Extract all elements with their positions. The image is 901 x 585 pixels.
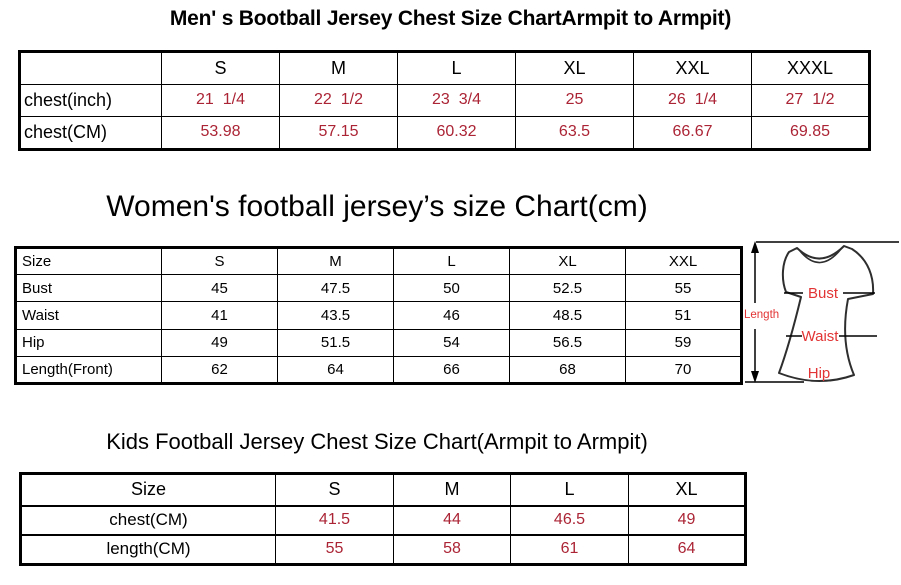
value-cell: 60.32 [397, 115, 516, 151]
bust-measure-line: Bust [784, 285, 875, 302]
header-cell: XXL [625, 246, 742, 276]
table-row: chest(CM) 41.5 44 46.5 49 [20, 504, 746, 536]
header-cell [19, 51, 162, 85]
value-cell: 21 1/4 [161, 84, 280, 117]
table-row: length(CM) 55 58 61 64 [20, 533, 746, 566]
kids-chart-title: Kids Football Jersey Chest Size Chart(Ar… [106, 429, 648, 454]
value-cell: 26 1/4 [633, 84, 752, 117]
value-cell: 63.5 [515, 115, 634, 151]
row-label-cell: chest(CM) [19, 115, 162, 151]
table-row: Hip 49 51.5 54 56.5 59 [15, 328, 742, 357]
table-header-row: Size S M L XL [20, 472, 746, 507]
header-cell: L [510, 472, 629, 507]
table-row: Waist 41 43.5 46 48.5 51 [15, 301, 742, 330]
value-cell: 25 [515, 84, 634, 117]
value-cell: 50 [393, 274, 510, 303]
value-cell: 43.5 [277, 301, 394, 330]
kids-size-table: Size S M L XL chest(CM) 41.5 44 46.5 49 … [19, 472, 747, 566]
row-label-cell: chest(inch) [19, 84, 162, 117]
value-cell: 46 [393, 301, 510, 330]
value-cell: 51 [625, 301, 742, 330]
table-row: chest(inch) 21 1/4 22 1/2 23 3/4 25 26 1… [19, 84, 870, 117]
value-cell: 58 [393, 533, 511, 566]
mens-size-table: S M L XL XXL XXXL chest(inch) 21 1/4 22 … [18, 50, 871, 151]
tshirt-diagram-svg: Bust Waist Hip Length [744, 241, 899, 383]
mens-chart-title: Men' s Bootball Jersey Chest Size ChartA… [169, 7, 732, 30]
value-cell: 53.98 [161, 115, 280, 151]
womens-size-table: Size S M L XL XXL Bust 45 47.5 50 52.5 5… [14, 246, 743, 385]
value-cell: 70 [625, 355, 742, 385]
value-cell: 59 [625, 328, 742, 357]
value-cell: 52.5 [509, 274, 626, 303]
value-cell: 56.5 [509, 328, 626, 357]
value-cell: 23 3/4 [397, 84, 516, 117]
value-cell: 49 [628, 504, 746, 536]
header-cell: S [275, 472, 394, 507]
value-cell: 69.85 [751, 115, 870, 151]
header-cell: M [393, 472, 511, 507]
value-cell: 64 [277, 355, 394, 385]
value-cell: 55 [275, 533, 394, 566]
value-cell: 61 [510, 533, 629, 566]
value-cell: 54 [393, 328, 510, 357]
header-cell: Size [15, 246, 162, 276]
length-arrow [751, 241, 759, 383]
value-cell: 46.5 [510, 504, 629, 536]
value-cell: 68 [509, 355, 626, 385]
row-label-cell: Hip [15, 328, 162, 357]
value-cell: 48.5 [509, 301, 626, 330]
tshirt-measurement-diagram: Bust Waist Hip Length [742, 236, 901, 390]
row-label-cell: Length(Front) [15, 355, 162, 385]
table-header-row: S M L XL XXL XXXL [19, 51, 870, 85]
collar-line [799, 248, 842, 264]
value-cell: 57.15 [279, 115, 398, 151]
table-header-row: Size S M L XL XXL [15, 246, 742, 276]
value-cell: 55 [625, 274, 742, 303]
value-cell: 66 [393, 355, 510, 385]
value-cell: 45 [161, 274, 278, 303]
table-row: Bust 45 47.5 50 52.5 55 [15, 274, 742, 303]
header-cell: XL [515, 51, 634, 85]
header-cell: S [161, 246, 278, 276]
value-cell: 41.5 [275, 504, 394, 536]
table-row: Length(Front) 62 64 66 68 70 [15, 355, 742, 385]
womens-chart-title: Women's football jersey’s size Chart(cm) [106, 190, 648, 223]
bust-label: Bust [808, 285, 839, 302]
row-label-cell: chest(CM) [20, 504, 276, 536]
row-label-cell: length(CM) [20, 533, 276, 566]
header-cell: L [397, 51, 516, 85]
header-cell: M [279, 51, 398, 85]
length-label: Length [744, 309, 779, 321]
header-cell: XXXL [751, 51, 870, 85]
table-row: chest(CM) 53.98 57.15 60.32 63.5 66.67 6… [19, 115, 870, 151]
value-cell: 64 [628, 533, 746, 566]
value-cell: 41 [161, 301, 278, 330]
value-cell: 44 [393, 504, 511, 536]
waist-measure-line: Waist [786, 328, 877, 345]
value-cell: 66.67 [633, 115, 752, 151]
value-cell: 27 1/2 [751, 84, 870, 117]
header-cell: XL [628, 472, 746, 507]
value-cell: 47.5 [277, 274, 394, 303]
value-cell: 62 [161, 355, 278, 385]
header-cell: M [277, 246, 394, 276]
value-cell: 51.5 [277, 328, 394, 357]
value-cell: 49 [161, 328, 278, 357]
hip-label: Hip [808, 365, 831, 382]
header-cell: XXL [633, 51, 752, 85]
tshirt-icon [778, 245, 875, 383]
header-cell: S [161, 51, 280, 85]
row-label-cell: Bust [15, 274, 162, 303]
header-cell: L [393, 246, 510, 276]
waist-label: Waist [802, 328, 840, 345]
row-label-cell: Waist [15, 301, 162, 330]
header-cell: Size [20, 472, 276, 507]
header-cell: XL [509, 246, 626, 276]
value-cell: 22 1/2 [279, 84, 398, 117]
